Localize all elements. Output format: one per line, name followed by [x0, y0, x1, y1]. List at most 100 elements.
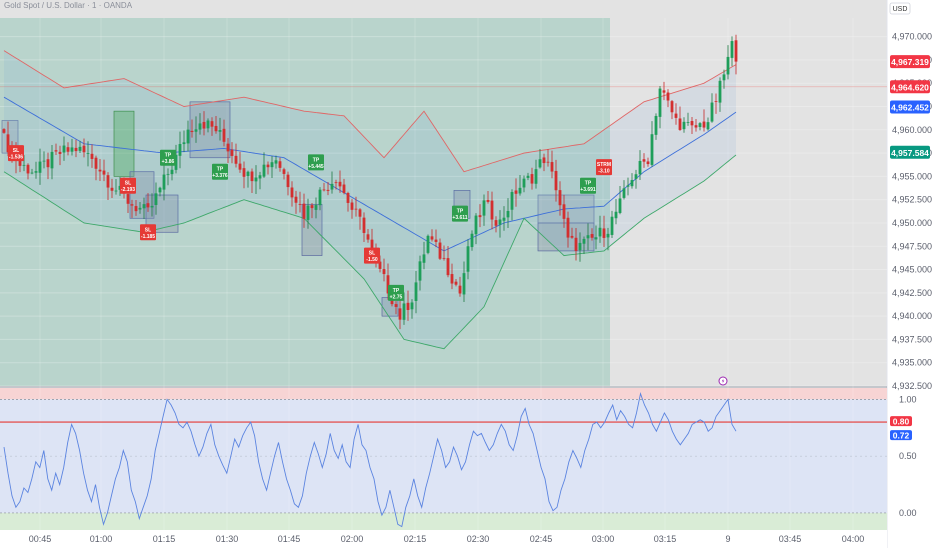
candle-body: [210, 121, 214, 127]
currency-button[interactable]: USD: [889, 2, 911, 15]
candle-body: [290, 187, 294, 198]
candle-body: [150, 205, 154, 208]
price-label-box: [890, 80, 930, 94]
rsi-value-label: 0.80: [890, 416, 912, 427]
candle-body: [242, 168, 246, 177]
candle-body: [298, 204, 302, 205]
trade-badge-box: [8, 145, 24, 162]
trade-badge-value: -1.185: [141, 234, 155, 240]
candle-body: [214, 125, 218, 132]
candle-body: [86, 153, 90, 154]
trade-badge-value: +3.86: [162, 159, 175, 165]
candle-body: [198, 123, 202, 130]
candle-body: [706, 122, 710, 130]
candle-body: [246, 171, 250, 177]
price-label: 4,967.319: [890, 55, 930, 69]
trade-badge: STRM-3.10: [596, 159, 612, 176]
candle-body: [66, 147, 70, 152]
candle-body: [310, 205, 314, 209]
trade-badge-label: STRM: [597, 162, 611, 168]
rsi-tick-label: 0.50: [899, 451, 917, 461]
candle-body: [458, 285, 462, 294]
trade-badge-box: [388, 284, 404, 301]
candle-body: [354, 208, 358, 210]
price-tick-label: 4,950.000: [892, 218, 932, 228]
candle-body: [306, 205, 310, 220]
candle-body: [254, 177, 258, 182]
candle-body: [286, 174, 290, 188]
candle-body: [50, 151, 54, 169]
candle-body: [670, 101, 674, 113]
candle-body: [34, 171, 38, 173]
trade-badge: TP+2.75: [388, 284, 404, 301]
candle-body: [82, 145, 86, 153]
candle-body: [366, 234, 370, 240]
candle-body: [130, 204, 134, 206]
future-area: [610, 0, 887, 386]
candle-body: [142, 204, 146, 209]
candle-body: [58, 151, 62, 154]
candle-body: [26, 164, 30, 174]
candle-body: [38, 161, 42, 173]
candle-body: [586, 235, 590, 239]
candle-body: [218, 130, 222, 132]
candle-body: [602, 228, 606, 238]
candle-body: [158, 187, 162, 193]
candle-body: [334, 182, 338, 184]
trade-box: [113, 110, 135, 177]
candle-body: [598, 227, 602, 237]
candle-body: [514, 190, 518, 194]
price-label: 4,962.452: [890, 100, 930, 114]
time-axis-background: [0, 530, 887, 548]
time-tick-label: 03:45: [779, 534, 802, 544]
candle-body: [350, 202, 354, 210]
candle-body: [194, 129, 198, 132]
candle-body: [206, 120, 210, 129]
candle-body: [550, 162, 554, 172]
candle-body: [166, 173, 170, 175]
candle-body: [574, 237, 578, 251]
candle-body: [682, 121, 686, 130]
time-tick-label: 01:30: [216, 534, 239, 544]
candle-body: [446, 258, 450, 276]
trade-badge-label: TP: [313, 157, 320, 163]
trade-badge: TP+3.86: [160, 149, 176, 166]
time-tick-label: 03:15: [654, 534, 677, 544]
trade-badge: SL-1.50: [364, 247, 380, 264]
candle-body: [562, 204, 566, 219]
candle-body: [326, 189, 330, 191]
currency-label: USD: [893, 6, 908, 13]
rsi-value-label-text: 0.80: [893, 417, 910, 427]
lightning-icon[interactable]: [718, 376, 728, 386]
candle-body: [146, 203, 150, 208]
candle-body: [642, 159, 646, 162]
trade-badge-label: TP: [393, 288, 400, 294]
price-tick-label: 4,935.000: [892, 358, 932, 368]
candle-body: [362, 217, 366, 233]
candle-body: [74, 147, 78, 152]
candle-body: [30, 172, 34, 174]
trade-badge: SL-1.536: [8, 145, 24, 162]
candle-body: [338, 181, 342, 187]
candle-body: [358, 209, 362, 217]
candle-body: [698, 123, 702, 127]
candle-body: [266, 164, 270, 168]
candle-body: [434, 239, 438, 242]
candle-body: [558, 190, 562, 206]
time-tick-label: 02:00: [341, 534, 364, 544]
price-tick-label: 4,952.500: [892, 195, 932, 205]
candle-body: [722, 74, 726, 81]
candle-body: [486, 199, 490, 202]
trade-badge-box: [596, 159, 612, 176]
price-tick-label: 4,945.000: [892, 265, 932, 275]
candle-body: [402, 303, 406, 320]
trade-badge-value: -3.10: [598, 169, 610, 175]
trade-badge-value: +3.691: [580, 187, 596, 193]
price-tick-label: 4,937.500: [892, 334, 932, 344]
price-label-text: 4,962.452: [891, 102, 929, 112]
candle-body: [462, 273, 466, 295]
candle-body: [426, 235, 430, 253]
candle-body: [478, 215, 482, 218]
candle-body: [666, 92, 670, 101]
